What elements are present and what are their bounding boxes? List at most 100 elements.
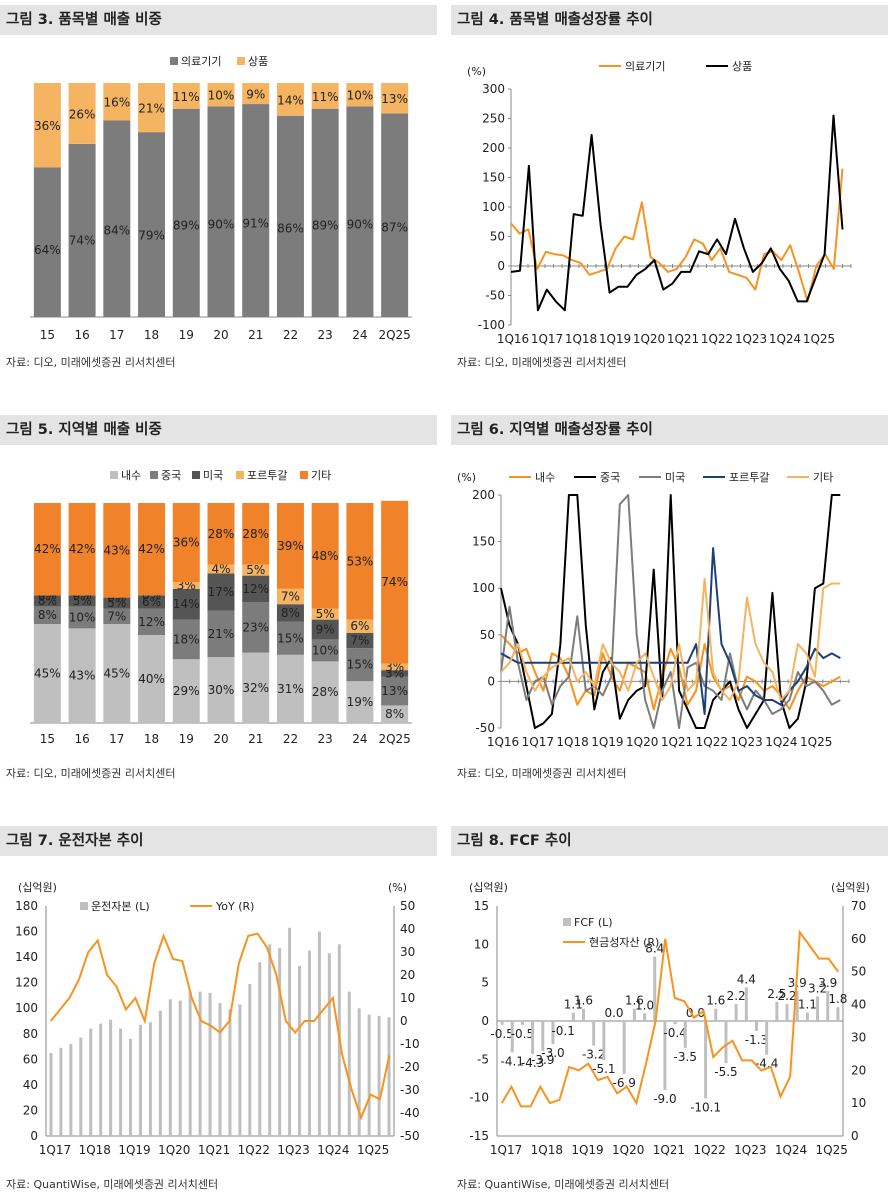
bar: [129, 1038, 133, 1136]
legend-label: 상품: [248, 55, 268, 68]
bar: [158, 1010, 162, 1136]
data-label: 43%: [103, 543, 130, 557]
x-tick-label: 1Q25: [800, 735, 832, 749]
y-tick-label: 10: [474, 937, 489, 951]
data-label: -4.1: [501, 1054, 524, 1068]
legend-swatch: [192, 471, 200, 479]
y-tick-label: 30: [851, 1030, 866, 1044]
data-label: 1.0: [635, 998, 654, 1012]
bar: [228, 1009, 232, 1136]
x-tick-label: 18: [144, 328, 159, 342]
data-label: 42%: [69, 542, 96, 556]
bar: [734, 1004, 738, 1021]
x-tick-label: 1Q20: [612, 1143, 644, 1157]
y-tick-label: 50: [400, 899, 415, 913]
y-unit-label: (십억원): [831, 881, 870, 894]
x-tick-label: 15: [40, 732, 55, 746]
x-tick-label: 1Q18: [531, 1143, 563, 1157]
bar-segment: [68, 595, 96, 607]
series-line: [500, 929, 840, 1108]
bar: [109, 1019, 113, 1136]
x-tick-label: 1Q22: [701, 332, 733, 346]
bar-segment: [172, 83, 200, 109]
bar-segment: [172, 588, 200, 620]
data-label: 42%: [34, 542, 61, 556]
bar-segment: [138, 635, 166, 723]
bar-segment: [242, 503, 270, 565]
bar: [148, 1022, 152, 1136]
x-tick-label: 1Q25: [803, 332, 835, 346]
bar: [785, 1004, 789, 1021]
x-tick-label: 1Q19: [118, 1143, 150, 1157]
bar: [317, 931, 321, 1136]
legend-swatch: [80, 902, 88, 910]
bar-segment: [172, 503, 200, 583]
y-tick-label: 200: [482, 141, 505, 155]
data-label: -0.5: [511, 1027, 534, 1041]
source-note: 자료: 디오, 미래에셋증권 리서치센터: [6, 356, 176, 369]
bar-segment: [381, 83, 409, 114]
x-tick-label: 21: [248, 328, 263, 342]
bar: [49, 1052, 53, 1136]
bar: [765, 1021, 769, 1055]
bar: [188, 991, 192, 1136]
data-label: 43%: [69, 669, 96, 683]
figure-title: 그림 4. 품목별 매출성장률 추이: [451, 5, 888, 35]
y-tick-label: 0: [851, 1129, 859, 1143]
bar: [198, 991, 202, 1136]
bar: [622, 1021, 626, 1074]
x-tick-label: 2Q25: [378, 328, 410, 342]
series-line: [510, 168, 844, 303]
data-label: 8%: [281, 606, 300, 620]
bar: [79, 1037, 83, 1136]
y-tick-label: 20: [400, 968, 415, 982]
bar: [663, 1021, 667, 1090]
data-label: 32%: [242, 681, 269, 695]
bar: [755, 1021, 758, 1031]
source-note: 자료: 디오, 미래에셋증권 리서치센터: [457, 356, 627, 369]
bar-segment: [346, 503, 374, 620]
y-tick-label: 160: [15, 925, 38, 939]
bar: [248, 983, 252, 1136]
data-label: 8%: [38, 608, 57, 622]
bar-segment: [311, 639, 339, 662]
y-tick-label: 200: [472, 488, 495, 502]
bar-segment: [346, 619, 374, 633]
y-tick-label: 0: [481, 1014, 489, 1028]
data-label: 9%: [246, 88, 265, 102]
x-tick-label: 1Q24: [775, 1143, 807, 1157]
bar: [327, 953, 331, 1136]
bar-segment: [242, 104, 270, 317]
data-label: 13%: [381, 684, 408, 698]
x-tick-label: 1Q19: [571, 1143, 603, 1157]
data-label: -0.4: [663, 1026, 686, 1040]
x-tick-label: 16: [74, 328, 89, 342]
data-label: 84%: [103, 223, 130, 237]
data-label: 10%: [347, 89, 374, 103]
bar-segment: [381, 676, 409, 706]
data-label: 74%: [69, 233, 96, 247]
bar: [278, 948, 282, 1136]
series-line: [510, 114, 844, 312]
y-tick-label: 60: [851, 932, 866, 946]
bar: [89, 1028, 93, 1136]
data-label: 90%: [347, 218, 374, 232]
x-tick-label: 18: [144, 732, 159, 746]
x-tick-label: 20: [213, 328, 228, 342]
y-tick-label: 5: [481, 976, 489, 990]
bar-segment: [207, 83, 235, 107]
x-tick-label: 1Q17: [39, 1143, 71, 1157]
y-tick-label: 150: [482, 171, 505, 185]
figure-8: 그림 8. FCF 추이 (십억원) (십억원) 15 10 5 0 -5 -10 -15 70 6…: [451, 826, 888, 1186]
bar-segment: [276, 503, 304, 589]
bar: [238, 1004, 242, 1136]
y-tick-label: 70: [851, 899, 866, 913]
data-label: 1.8: [828, 992, 847, 1006]
series-line: [49, 932, 391, 1121]
y-tick-label: 120: [15, 976, 38, 990]
y-unit-label: (십억원): [18, 881, 57, 894]
legend-label: 현금성자산 (R): [589, 936, 659, 949]
bar-segment: [311, 108, 339, 318]
data-label: 3.2: [808, 981, 827, 995]
